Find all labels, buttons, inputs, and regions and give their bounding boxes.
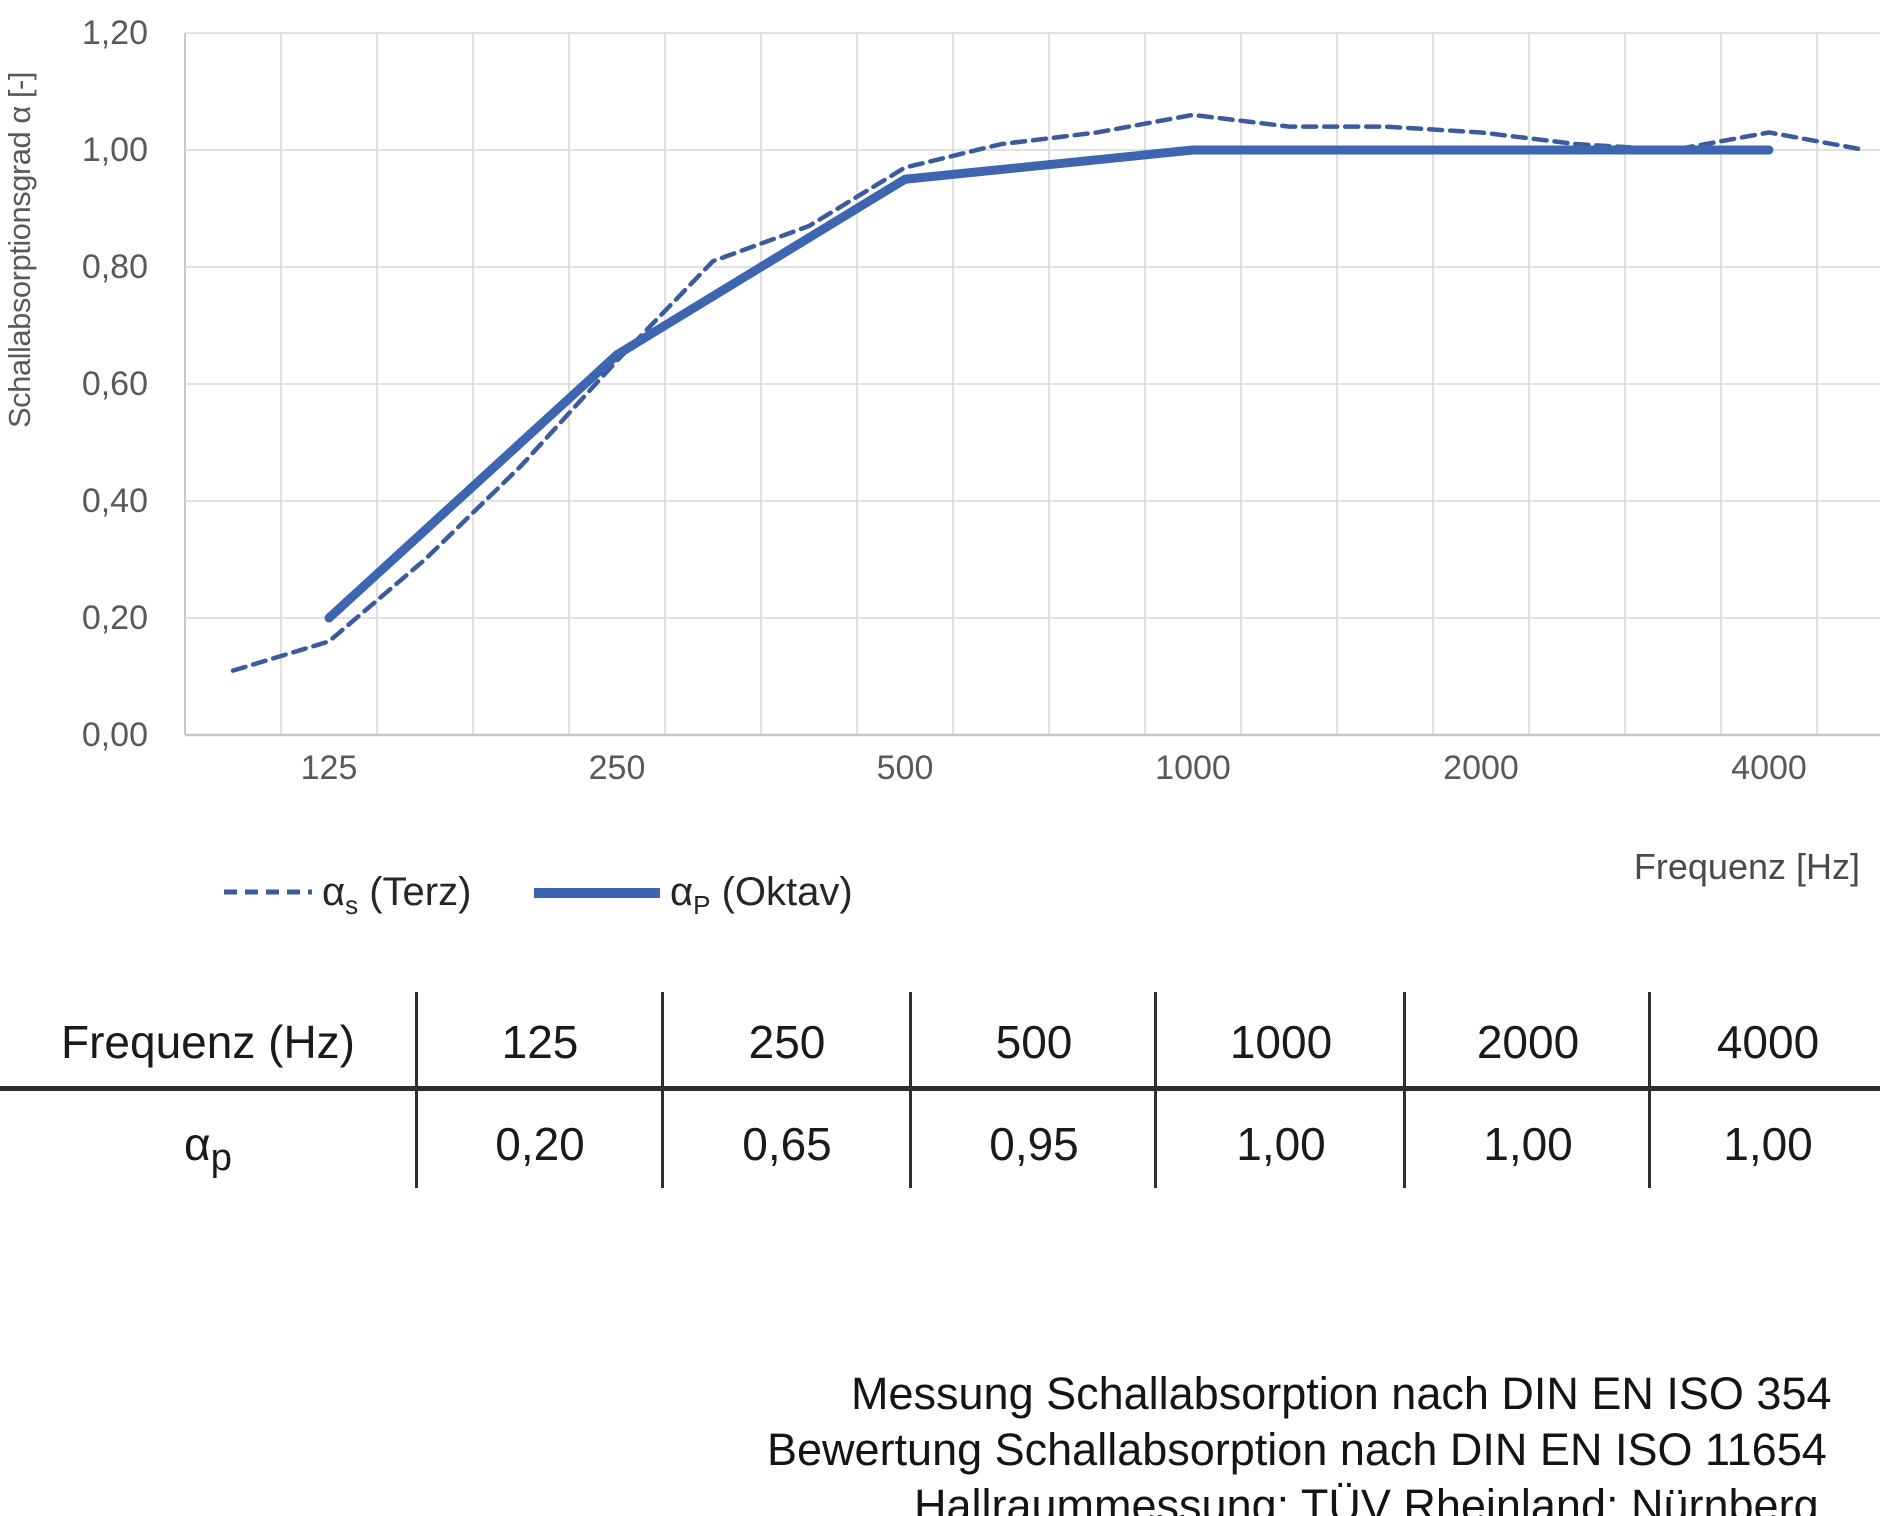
table-cell-alpha-p-value: 1,00 [1236, 1118, 1326, 1170]
x-tick-label: 2000 [1443, 749, 1519, 787]
table-header-value: 250 [748, 1016, 826, 1068]
table-cell-alpha-p-value: 0,95 [989, 1118, 1079, 1170]
legend-item-terz: αs (Terz) [224, 862, 524, 922]
x-tick-label: 125 [300, 749, 358, 787]
y-axis-title: Schallabsorptionsgrad α [-] [2, 72, 37, 428]
dashed-line-sample-icon [224, 889, 312, 895]
table-header-value: 4000 [1716, 1016, 1820, 1068]
legend-label-terz: αs (Terz) [322, 870, 472, 920]
footer-note-rating: Bewertung Schallabsorption nach DIN EN I… [767, 1424, 1827, 1475]
x-tick-label: 1000 [1155, 749, 1231, 787]
x-axis-title: Frequenz [Hz] [1633, 846, 1860, 887]
y-tick-label: 0,80 [81, 248, 148, 286]
y-tick-label: 0,20 [81, 599, 148, 637]
table-cell-alpha-p-value: 1,00 [1723, 1118, 1813, 1170]
series-oktav-line [324, 145, 1774, 623]
table-cell-alpha-p-value: 0,20 [495, 1118, 585, 1170]
solid-line-sample-icon [534, 888, 660, 898]
y-tick-label: 1,00 [81, 131, 148, 169]
footer-note-measurement: Messung Schallabsorption nach DIN EN ISO… [851, 1368, 1832, 1419]
y-tick-label: 0,40 [81, 482, 148, 520]
table-header-value: 2000 [1476, 1016, 1580, 1068]
series-terz-line [230, 112, 1868, 673]
legend-label-oktav: αP (Oktav) [670, 870, 853, 920]
table-header-frequency: Frequenz (Hz) [61, 1016, 355, 1068]
x-tick-label: 4000 [1731, 749, 1807, 787]
absorption-line-chart [184, 32, 1880, 737]
table-row-label-alpha-p: αp [184, 1118, 232, 1180]
footer-note-lab: Hallraummessung: TÜV Rheinland; Nürnberg [914, 1480, 1819, 1516]
y-tick-label: 0,00 [81, 716, 148, 754]
x-tick-label: 500 [876, 749, 934, 787]
table-header-value: 125 [501, 1016, 579, 1068]
table-header-value: 1000 [1229, 1016, 1333, 1068]
legend-item-oktav: αP (Oktav) [534, 862, 864, 922]
table-cell-alpha-p-value: 1,00 [1483, 1118, 1573, 1170]
x-tick-label: 250 [588, 749, 646, 787]
table-header-value: 500 [995, 1016, 1073, 1068]
table-header-rule [0, 1086, 1880, 1091]
y-tick-label: 0,60 [81, 365, 148, 403]
table-cell-alpha-p-value: 0,65 [742, 1118, 832, 1170]
y-tick-label: 1,20 [81, 14, 148, 52]
